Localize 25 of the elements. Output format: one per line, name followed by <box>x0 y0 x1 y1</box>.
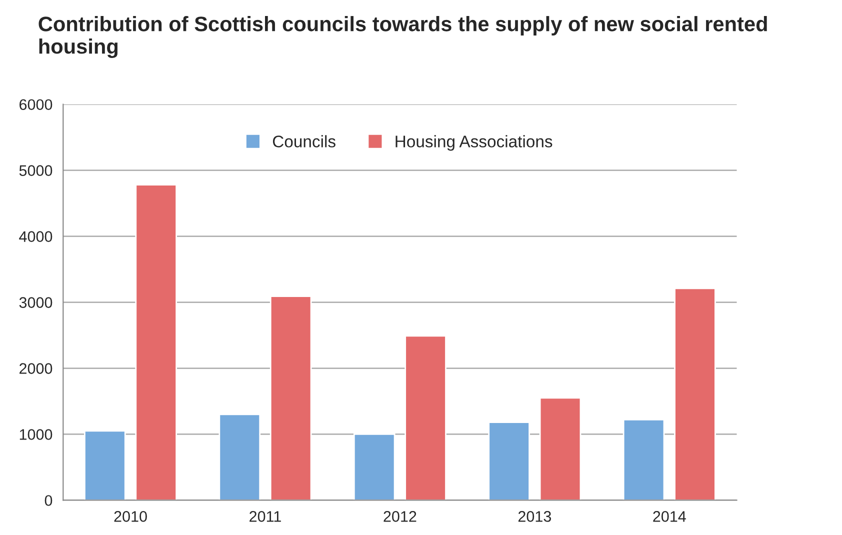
x-tick-label: 2011 <box>250 511 281 522</box>
bar <box>84 430 126 500</box>
x-tick-label: 2010 <box>114 511 147 522</box>
y-tick-label: 3000 <box>19 297 52 308</box>
y-tick-label: 1000 <box>20 429 52 440</box>
bar <box>270 296 312 500</box>
bar <box>539 397 582 500</box>
y-tick-label: 0 <box>44 495 52 506</box>
bar <box>218 414 261 500</box>
y-tick-label: 5000 <box>19 165 52 176</box>
x-tick-label: 2014 <box>653 511 686 522</box>
bar <box>674 288 716 500</box>
bar <box>353 434 396 500</box>
legend-label: Housing Associations <box>396 135 552 151</box>
x-tick-label: 2013 <box>518 511 551 522</box>
y-tick-label: 6000 <box>20 99 52 110</box>
y-tick-label: 2000 <box>20 363 52 374</box>
bar <box>488 422 530 500</box>
legend-label: Councils <box>272 135 336 148</box>
x-tick-label: 2012 <box>384 511 416 522</box>
bar <box>404 335 446 500</box>
y-tick-label: 4000 <box>19 231 52 242</box>
bar <box>622 419 665 500</box>
chart-title: Contribution of Scottish councils towards the supply of new social rented housing <box>38 16 767 58</box>
bar <box>135 184 178 500</box>
